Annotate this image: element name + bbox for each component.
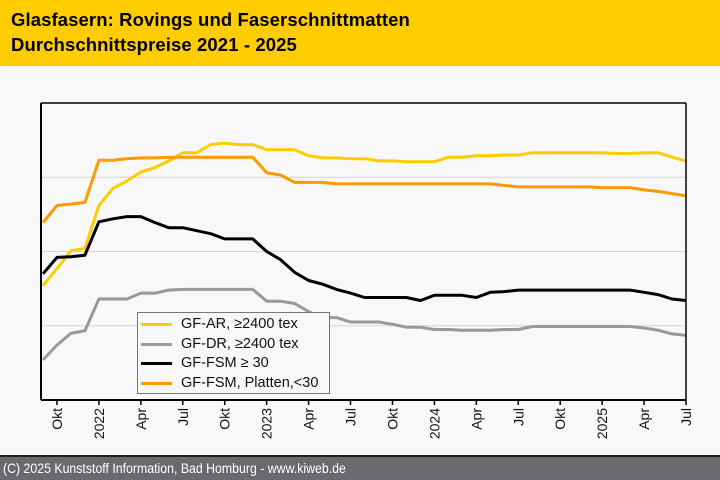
x-tick-label: 2025 (594, 408, 610, 439)
title-line-1: Glasfasern: Rovings und Faserschnittmatt… (11, 9, 410, 30)
x-tick-label: Okt (49, 408, 65, 430)
x-tick-label: Okt (384, 408, 400, 430)
axes (40, 102, 687, 401)
chart-legend: GF-AR, ≥2400 tex GF-DR, ≥2400 tex GF-FSM… (137, 312, 330, 394)
legend-item-gf-dr: GF-DR, ≥2400 tex (141, 334, 299, 354)
x-tick-label: Jul (175, 408, 191, 426)
x-tick-label: Jul (510, 408, 526, 426)
x-tick-label: 2022 (91, 408, 107, 439)
x-tick-label: Okt (217, 408, 233, 430)
x-tick-label: Jul (678, 408, 694, 426)
x-tick-label: 2023 (259, 408, 275, 439)
series-line-gf-ar-2400-tex (41, 141, 687, 287)
gridlines (41, 176, 686, 327)
legend-swatch-gf-fsm (141, 361, 172, 365)
legend-swatch-gf-dr (141, 342, 172, 346)
title-line-2: Durchschnittspreise 2021 - 2025 (11, 34, 297, 55)
legend-swatch-gf-fsm-platten (141, 381, 172, 385)
legend-swatch-gf-ar (141, 322, 172, 326)
x-tick-label: Apr (133, 408, 149, 430)
copyright-text: (C) 2025 Kunststoff Information, Bad Hom… (3, 460, 346, 476)
x-tick-label: Jul (343, 408, 359, 426)
legend-item-gf-ar: GF-AR, ≥2400 tex (141, 314, 298, 334)
series-line-gf-fsm-30 (41, 215, 687, 302)
legend-item-gf-fsm: GF-FSM ≥ 30 (141, 353, 269, 373)
legend-item-gf-fsm-platten: GF-FSM, Platten,<30 (141, 373, 318, 393)
x-tick-label: Apr (468, 408, 484, 430)
x-axis-ticks: Okt 2022 Apr Jul Okt 2023 Apr Jul Okt 2024 Apr Jul O… (49, 400, 694, 439)
legend-label-gf-ar: GF-AR, ≥2400 tex (181, 316, 298, 332)
x-tick-label: Apr (636, 408, 652, 430)
footer-bar: (C) 2025 Kunststoff Information, Bad Hom… (0, 455, 720, 480)
legend-label-gf-fsm: GF-FSM ≥ 30 (181, 355, 269, 371)
chart-title: Glasfasern: Rovings und Faserschnittmatt… (11, 7, 410, 57)
legend-label-gf-fsm-platten: GF-FSM, Platten,<30 (181, 375, 319, 391)
series-line-gf-fsm-platten-30 (41, 155, 687, 224)
x-tick-label: Okt (552, 408, 568, 430)
legend-label-gf-dr: GF-DR, ≥2400 tex (181, 336, 299, 352)
x-tick-label: 2024 (426, 408, 442, 439)
x-tick-label: Apr (301, 408, 317, 430)
series-lines (41, 141, 687, 361)
series-line-gf-dr-2400-tex (41, 287, 687, 361)
chart-header: Glasfasern: Rovings und Faserschnittmatt… (0, 0, 720, 66)
